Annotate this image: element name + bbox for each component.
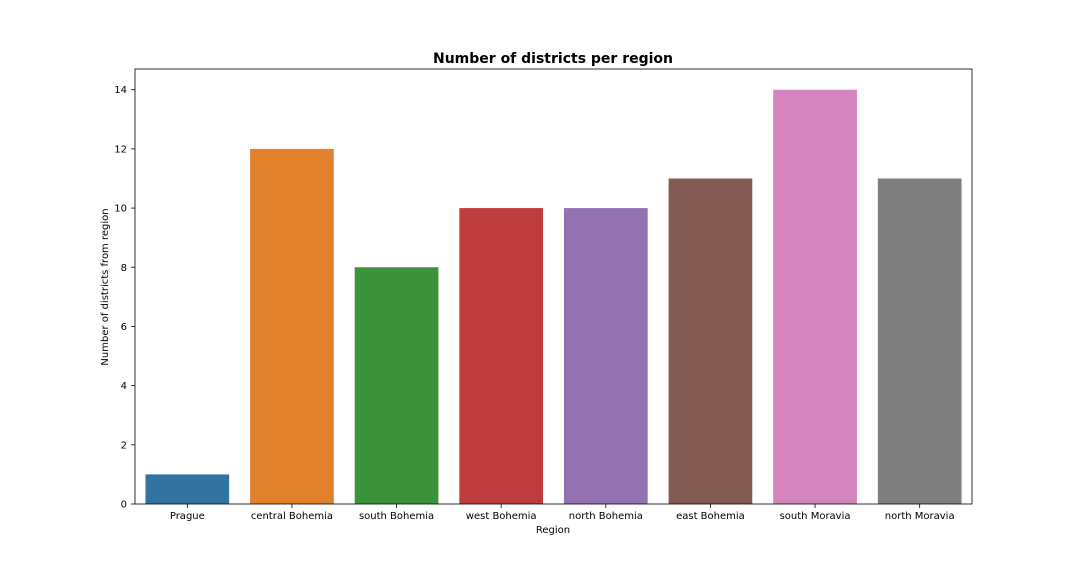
x-axis-ticks: Prague central Bohemia south Bohemia west B…	[170, 504, 955, 522]
x-tick-label: central Bohemia	[251, 511, 333, 522]
bar-south-bohemia	[354, 267, 439, 504]
bar-west-bohemia	[459, 208, 544, 504]
y-tick-label: 4	[121, 381, 127, 392]
x-tick-label: north Bohemia	[569, 511, 643, 522]
x-tick-label: Prague	[170, 511, 205, 522]
x-tick-label: west Bohemia	[466, 511, 537, 522]
plot-frame	[134, 68, 973, 505]
bar-prague	[145, 474, 230, 504]
x-tick-label: south Moravia	[780, 511, 851, 522]
bar-central-bohemia	[250, 148, 334, 505]
y-tick-label: 12	[114, 144, 127, 155]
chart-title: Number of districts per region	[433, 51, 673, 67]
bar-east-bohemia	[668, 178, 753, 504]
y-tick-label: 8	[121, 263, 127, 274]
bar-north-moravia	[877, 178, 962, 504]
y-axis-label: Number of districts from region	[100, 208, 111, 365]
y-tick-label: 6	[121, 322, 127, 333]
x-tick-label: north Moravia	[885, 511, 955, 522]
bars-group	[145, 89, 962, 505]
y-axis-ticks: 0 2 4 6 8 10 12 14	[114, 85, 135, 511]
x-tick-label: east Bohemia	[676, 511, 745, 522]
y-tick-label: 14	[114, 85, 127, 96]
y-tick-label: 0	[121, 500, 127, 511]
y-tick-label: 2	[121, 440, 127, 451]
y-tick-label: 10	[114, 204, 127, 215]
bar-north-bohemia	[563, 208, 648, 504]
x-axis-label: Region	[536, 525, 570, 536]
x-tick-label: south Bohemia	[359, 511, 434, 522]
bar-south-moravia	[773, 89, 857, 504]
